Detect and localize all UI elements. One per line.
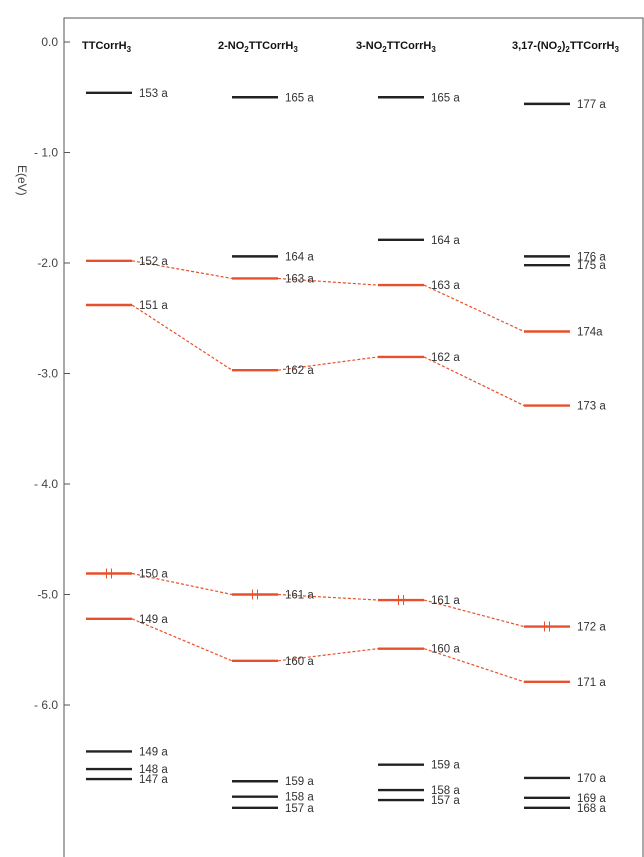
energy-level-label: 164 a xyxy=(285,251,314,263)
column-title: TTCorrH3 xyxy=(82,40,132,54)
energy-level-label: 163 a xyxy=(431,280,460,292)
energy-level-label: 170 a xyxy=(577,773,606,785)
y-tick-label: -3.0 xyxy=(37,367,58,381)
y-tick-label: -5.0 xyxy=(37,588,58,602)
energy-level-label: 176 a xyxy=(577,251,606,263)
y-tick-label: - 6.0 xyxy=(34,698,58,712)
energy-level-label: 149 a xyxy=(139,746,168,758)
column-titles: TTCorrH3 2-NO2TTCorrH3 3-NO2TTCorrH3 3,17-(… xyxy=(82,40,619,54)
connector-line xyxy=(277,648,379,662)
y-axis-ticks: 0.0 - 1.0 -2.0 -3.0 - 4.0 -5.0 - 6.0 xyxy=(34,35,70,712)
connector-line xyxy=(423,356,525,407)
energy-level-label: 161 a xyxy=(431,595,460,607)
energy-level-label: 160 a xyxy=(285,656,314,668)
connector-line xyxy=(131,304,233,371)
energy-level-label: 168 a xyxy=(577,803,606,815)
column-title: 3-NO2TTCorrH3 xyxy=(356,40,436,54)
energy-level-label: 165 a xyxy=(431,92,460,104)
y-tick-label: -2.0 xyxy=(37,256,58,270)
energy-level-label: 160 a xyxy=(431,644,460,656)
energy-level-label: 159 a xyxy=(431,760,460,772)
energy-level-label: 152 a xyxy=(139,256,168,268)
energy-level-label: 162 a xyxy=(285,365,314,377)
energy-level-label: 165 a xyxy=(285,92,314,104)
connector-line xyxy=(423,284,525,333)
energy-level-label: 174a xyxy=(577,327,603,339)
column-title: 2-NO2TTCorrH3 xyxy=(218,40,298,54)
energy-level-label: 172 a xyxy=(577,622,606,634)
connector-line xyxy=(277,277,379,286)
connector-line xyxy=(277,593,379,601)
y-tick-label: 0.0 xyxy=(41,35,58,49)
connector-line xyxy=(423,648,525,683)
energy-level-label: 149 a xyxy=(139,614,168,626)
energy-level-label: 157 a xyxy=(431,795,460,807)
energy-level-label: 177 a xyxy=(577,99,606,111)
connector-line xyxy=(131,618,233,662)
energy-level-label: 163 a xyxy=(285,273,314,285)
energy-level-label: 153 a xyxy=(139,88,168,100)
column-title: 3,17-(NO2)2TTCorrH3 xyxy=(512,40,619,54)
energy-level-label: 147 a xyxy=(139,774,168,786)
connector-line xyxy=(131,260,233,280)
energy-level-label: 161 a xyxy=(285,590,314,602)
connector-line xyxy=(131,572,233,596)
y-tick-label: - 1.0 xyxy=(34,146,58,160)
connector-line xyxy=(423,599,525,628)
connector-line xyxy=(277,356,379,371)
energy-level-label: 164 a xyxy=(431,235,460,247)
energy-level-label: 157 a xyxy=(285,803,314,815)
energy-level-label: 159 a xyxy=(285,776,314,788)
energy-level-label: 162 a xyxy=(431,352,460,364)
y-axis-label: E(eV) xyxy=(15,165,29,196)
energy-level-label: 148 a xyxy=(139,764,168,776)
energy-level-label: 173 a xyxy=(577,401,606,413)
energy-level-label: 151 a xyxy=(139,300,168,312)
energy-level-label: 171 a xyxy=(577,677,606,689)
energy-level-label: 158 a xyxy=(285,792,314,804)
connector-lines xyxy=(131,260,525,683)
energy-level-label: 158 a xyxy=(431,785,460,797)
energy-level-label: 169 a xyxy=(577,793,606,805)
energy-level-label: 150 a xyxy=(139,569,168,581)
plot-frame xyxy=(63,17,644,857)
y-tick-label: - 4.0 xyxy=(34,477,58,491)
energy-level-label: 175 a xyxy=(577,260,606,272)
